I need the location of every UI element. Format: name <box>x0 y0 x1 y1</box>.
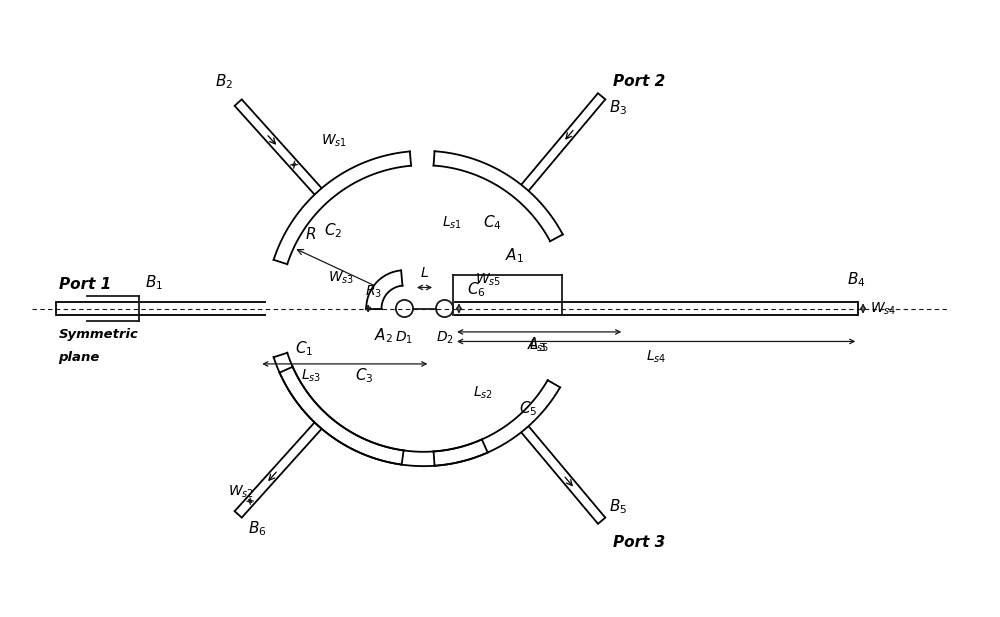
Text: $B_3$: $B_3$ <box>609 98 628 117</box>
Text: $W_{s4}$: $W_{s4}$ <box>870 300 896 317</box>
Text: $C_2$: $C_2$ <box>324 221 342 239</box>
Text: $W_{s2}$: $W_{s2}$ <box>228 483 254 500</box>
Text: $W_{s3}$: $W_{s3}$ <box>328 270 354 286</box>
Text: Port 1: Port 1 <box>59 277 111 292</box>
Text: $D_1$: $D_1$ <box>395 329 413 346</box>
Text: $C_4$: $C_4$ <box>483 213 502 232</box>
Text: $A_2$: $A_2$ <box>374 326 393 345</box>
Text: $B_5$: $B_5$ <box>609 497 628 516</box>
Text: plane: plane <box>59 352 100 365</box>
Text: $R$: $R$ <box>305 226 316 242</box>
Text: $L_{s1}$: $L_{s1}$ <box>442 214 462 231</box>
Text: $L_{s4}$: $L_{s4}$ <box>646 348 666 365</box>
Text: $C_6$: $C_6$ <box>467 280 486 299</box>
Text: $W_{s5}$: $W_{s5}$ <box>475 271 501 288</box>
Text: $L_{s5}$: $L_{s5}$ <box>529 337 549 354</box>
Text: $L$: $L$ <box>420 266 429 280</box>
Text: Port 2: Port 2 <box>613 73 665 89</box>
Text: $R_3$: $R_3$ <box>365 283 382 299</box>
Text: $A_3$: $A_3$ <box>527 336 546 354</box>
Text: Symmetric: Symmetric <box>59 328 138 341</box>
Text: Port 3: Port 3 <box>613 535 665 550</box>
Text: $A_1$: $A_1$ <box>505 247 524 265</box>
Text: $L_{s2}$: $L_{s2}$ <box>473 384 493 401</box>
Text: $D_2$: $D_2$ <box>436 329 454 346</box>
Text: $W_{s1}$: $W_{s1}$ <box>321 132 347 149</box>
Text: $B_6$: $B_6$ <box>248 519 266 538</box>
Text: $L_{s3}$: $L_{s3}$ <box>301 368 321 384</box>
Text: $C_1$: $C_1$ <box>295 339 313 358</box>
Text: $C_3$: $C_3$ <box>355 366 374 385</box>
Text: $B_2$: $B_2$ <box>215 72 233 91</box>
Text: $C_5$: $C_5$ <box>519 399 538 418</box>
Text: $B_1$: $B_1$ <box>145 273 163 292</box>
Text: $B_4$: $B_4$ <box>847 270 866 289</box>
